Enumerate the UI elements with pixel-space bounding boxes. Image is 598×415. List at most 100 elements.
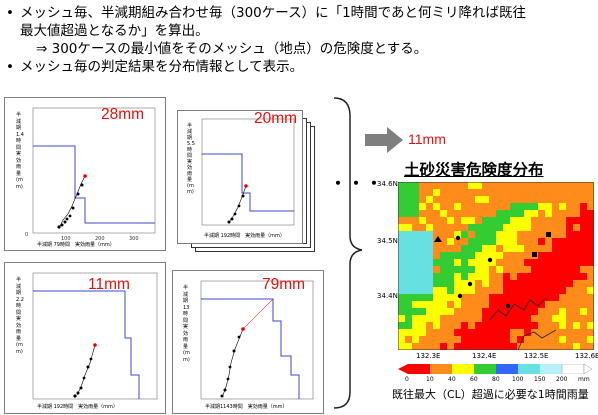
legend-unit: mm — [578, 376, 590, 383]
map-cell — [573, 203, 580, 210]
map-cell — [433, 245, 440, 252]
map-cell — [587, 322, 594, 329]
map-cell — [524, 280, 531, 287]
map-cell — [580, 294, 587, 301]
map-cell — [538, 301, 545, 308]
map-cell — [573, 308, 580, 315]
map-cell — [496, 266, 503, 273]
map-cell — [587, 301, 594, 308]
map-cell — [489, 231, 496, 238]
map-cell — [454, 329, 461, 336]
map-cell — [524, 329, 531, 336]
map-cell — [559, 196, 566, 203]
map-cell — [566, 203, 573, 210]
map-cell — [475, 224, 482, 231]
map-cell — [531, 231, 538, 238]
map-cell — [503, 259, 510, 266]
map-cell — [587, 294, 594, 301]
legend-value: 60 — [470, 376, 478, 383]
map-cell — [587, 280, 594, 287]
map-cell — [426, 322, 433, 329]
map-cell — [405, 343, 412, 350]
map-cell — [517, 322, 524, 329]
map-cell — [496, 224, 503, 231]
map-cell — [454, 343, 461, 350]
map-cell — [503, 294, 510, 301]
map-cell — [412, 210, 419, 217]
map-cell — [489, 217, 496, 224]
map-cell — [489, 210, 496, 217]
map-cell — [475, 287, 482, 294]
map-cell — [496, 273, 503, 280]
map-cell — [496, 238, 503, 245]
map-cell — [440, 315, 447, 322]
map-cell — [545, 315, 552, 322]
map-cell — [440, 238, 447, 245]
map-cell — [524, 217, 531, 224]
map-cell — [398, 203, 405, 210]
map-cell — [573, 322, 580, 329]
map-cell — [524, 336, 531, 343]
x-axis-label: 半減期1143時間 実効雨量（mm） — [205, 404, 288, 410]
map-cell — [482, 287, 489, 294]
map-cell — [552, 301, 559, 308]
map-cell — [412, 182, 419, 189]
lon-label: 132.4E — [472, 352, 497, 360]
map-cell — [454, 245, 461, 252]
map-cell — [482, 252, 489, 259]
map-cell — [405, 287, 412, 294]
map-cell — [482, 336, 489, 343]
map-cell — [447, 203, 454, 210]
map-cell — [440, 308, 447, 315]
x-axis-label: 半減期 79時間 実効雨量（mm） — [37, 242, 115, 248]
map-cell — [475, 252, 482, 259]
legend-value: 200 — [556, 376, 568, 383]
map-cell — [503, 189, 510, 196]
map-cell — [496, 252, 503, 259]
map-cell — [503, 315, 510, 322]
map-cell — [580, 301, 587, 308]
map-cell — [538, 252, 545, 259]
map-cell — [426, 231, 433, 238]
map-cell — [447, 301, 454, 308]
map-cell — [503, 231, 510, 238]
map-cell — [482, 308, 489, 315]
map-cell — [447, 322, 454, 329]
map-cell — [475, 210, 482, 217]
snake-line-panel-2: 半減期5.5時間実効雨量(mm) 半減期 192時間 実効雨量（mm） — [177, 110, 303, 244]
map-cell — [531, 217, 538, 224]
map-cell — [559, 315, 566, 322]
map-cell — [566, 343, 573, 350]
map-cell — [545, 238, 552, 245]
map-cell — [475, 308, 482, 315]
map-cell — [468, 238, 475, 245]
map-cell — [454, 182, 461, 189]
map-cell — [440, 182, 447, 189]
map-cell — [496, 280, 503, 287]
map-cell — [531, 294, 538, 301]
map-cell — [433, 343, 440, 350]
map-cell — [517, 182, 524, 189]
map-cell — [531, 266, 538, 273]
legend-value: 150 — [534, 376, 546, 383]
map-cell — [433, 294, 440, 301]
map-cell — [580, 196, 587, 203]
map-cell — [559, 189, 566, 196]
map-cell — [510, 196, 517, 203]
lat-label: 34.4N — [377, 292, 398, 300]
map-cell — [538, 224, 545, 231]
map-cell — [426, 203, 433, 210]
map-cell — [552, 287, 559, 294]
map-cell — [566, 322, 573, 329]
map-cell — [461, 287, 468, 294]
legend-value: 100 — [512, 376, 524, 383]
map-cell — [426, 273, 433, 280]
map-cell — [566, 308, 573, 315]
map-cell — [398, 294, 405, 301]
map-cell — [405, 266, 412, 273]
map-cell — [573, 343, 580, 350]
map-cell — [559, 252, 566, 259]
map-cell — [517, 336, 524, 343]
lon-label: 132.6E — [575, 352, 598, 360]
map-cell — [461, 203, 468, 210]
